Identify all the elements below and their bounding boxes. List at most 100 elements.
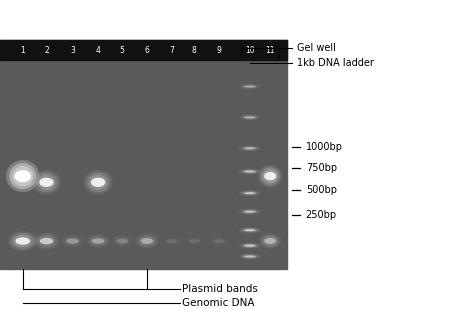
Text: Plasmid bands: Plasmid bands bbox=[182, 284, 258, 294]
Text: 4: 4 bbox=[96, 46, 100, 55]
Ellipse shape bbox=[263, 169, 278, 183]
Ellipse shape bbox=[210, 237, 228, 245]
Ellipse shape bbox=[117, 239, 128, 243]
Ellipse shape bbox=[240, 191, 259, 196]
Ellipse shape bbox=[243, 146, 257, 150]
Ellipse shape bbox=[33, 232, 60, 250]
Ellipse shape bbox=[111, 235, 134, 247]
Ellipse shape bbox=[38, 235, 55, 247]
Ellipse shape bbox=[264, 172, 276, 180]
Ellipse shape bbox=[238, 209, 261, 215]
Ellipse shape bbox=[244, 85, 255, 88]
Ellipse shape bbox=[264, 238, 276, 244]
Ellipse shape bbox=[60, 234, 85, 248]
Ellipse shape bbox=[63, 235, 82, 247]
Ellipse shape bbox=[14, 235, 32, 247]
Ellipse shape bbox=[244, 255, 255, 258]
Text: 5: 5 bbox=[120, 46, 125, 55]
Text: 10: 10 bbox=[245, 46, 255, 55]
Ellipse shape bbox=[240, 228, 259, 233]
Ellipse shape bbox=[263, 236, 277, 246]
Text: 7: 7 bbox=[169, 46, 174, 55]
Ellipse shape bbox=[91, 178, 105, 187]
Text: 8: 8 bbox=[192, 46, 197, 55]
Text: 11: 11 bbox=[265, 46, 275, 55]
Ellipse shape bbox=[9, 231, 37, 251]
Ellipse shape bbox=[244, 210, 255, 213]
Ellipse shape bbox=[243, 228, 257, 232]
Ellipse shape bbox=[261, 235, 279, 248]
Ellipse shape bbox=[16, 237, 30, 245]
Ellipse shape bbox=[240, 209, 259, 214]
Ellipse shape bbox=[185, 237, 203, 245]
Ellipse shape bbox=[36, 234, 57, 248]
Ellipse shape bbox=[213, 239, 225, 243]
Ellipse shape bbox=[244, 244, 255, 247]
Ellipse shape bbox=[238, 190, 261, 196]
Ellipse shape bbox=[66, 239, 79, 243]
Ellipse shape bbox=[35, 172, 58, 192]
Text: 3: 3 bbox=[70, 46, 75, 55]
Ellipse shape bbox=[189, 239, 200, 243]
Ellipse shape bbox=[115, 237, 129, 245]
Ellipse shape bbox=[9, 163, 36, 189]
Ellipse shape bbox=[89, 175, 107, 190]
Text: Genomic DNA: Genomic DNA bbox=[182, 298, 255, 308]
Ellipse shape bbox=[240, 243, 259, 248]
Text: 2: 2 bbox=[44, 46, 49, 55]
Ellipse shape bbox=[243, 191, 257, 195]
Ellipse shape bbox=[238, 145, 261, 151]
Ellipse shape bbox=[32, 170, 61, 195]
Ellipse shape bbox=[238, 114, 261, 121]
Ellipse shape bbox=[244, 192, 255, 194]
Ellipse shape bbox=[164, 238, 179, 244]
Ellipse shape bbox=[92, 239, 104, 243]
Ellipse shape bbox=[238, 243, 261, 249]
Ellipse shape bbox=[84, 170, 112, 195]
Ellipse shape bbox=[12, 166, 33, 186]
Ellipse shape bbox=[258, 165, 283, 187]
Ellipse shape bbox=[244, 229, 255, 231]
Ellipse shape bbox=[240, 115, 259, 120]
Ellipse shape bbox=[86, 234, 110, 248]
Ellipse shape bbox=[86, 172, 110, 192]
Ellipse shape bbox=[113, 236, 131, 246]
Ellipse shape bbox=[243, 85, 257, 88]
Ellipse shape bbox=[260, 167, 280, 185]
Ellipse shape bbox=[240, 146, 259, 151]
Ellipse shape bbox=[238, 253, 261, 260]
Ellipse shape bbox=[6, 160, 39, 192]
Ellipse shape bbox=[14, 170, 31, 182]
Text: 250bp: 250bp bbox=[306, 210, 337, 220]
Ellipse shape bbox=[244, 170, 255, 173]
Ellipse shape bbox=[238, 168, 261, 175]
Bar bbox=[0, 40, 287, 269]
Ellipse shape bbox=[11, 233, 35, 249]
Bar bbox=[0, 40, 287, 60]
Text: 9: 9 bbox=[217, 46, 221, 55]
Text: 6: 6 bbox=[145, 46, 149, 55]
Ellipse shape bbox=[88, 235, 108, 247]
Text: 1kb DNA ladder: 1kb DNA ladder bbox=[297, 58, 374, 68]
Text: Gel well: Gel well bbox=[297, 43, 336, 53]
Ellipse shape bbox=[64, 237, 80, 245]
Ellipse shape bbox=[238, 227, 261, 233]
Ellipse shape bbox=[187, 238, 201, 244]
Ellipse shape bbox=[243, 244, 257, 248]
Text: 750bp: 750bp bbox=[306, 163, 337, 173]
Ellipse shape bbox=[259, 233, 282, 249]
Ellipse shape bbox=[243, 116, 257, 119]
Ellipse shape bbox=[141, 238, 153, 244]
Text: 1000bp: 1000bp bbox=[306, 142, 343, 152]
Text: 500bp: 500bp bbox=[306, 185, 337, 195]
Ellipse shape bbox=[139, 236, 155, 246]
Ellipse shape bbox=[162, 237, 181, 245]
Ellipse shape bbox=[40, 238, 53, 244]
Ellipse shape bbox=[243, 255, 257, 258]
Ellipse shape bbox=[240, 254, 259, 259]
Ellipse shape bbox=[243, 170, 257, 173]
Ellipse shape bbox=[244, 116, 255, 119]
Ellipse shape bbox=[37, 175, 55, 190]
Ellipse shape bbox=[212, 238, 226, 244]
Ellipse shape bbox=[243, 210, 257, 214]
